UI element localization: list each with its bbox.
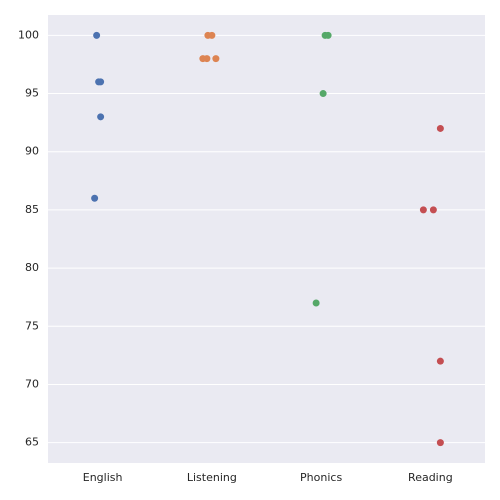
y-tick-label: 100 (18, 28, 39, 41)
point (97, 78, 105, 86)
point (212, 55, 220, 63)
y-tick-label: 90 (25, 145, 39, 158)
point (208, 31, 216, 39)
x-tick-label: Phonics (300, 471, 342, 484)
y-tick-label: 85 (25, 203, 39, 216)
point (436, 124, 444, 132)
y-tick-label: 70 (25, 377, 39, 390)
x-tick-label: Listening (187, 471, 237, 484)
point (97, 113, 105, 121)
point (436, 357, 444, 365)
y-tick-label: 75 (25, 319, 39, 332)
point (203, 55, 211, 63)
point (419, 206, 427, 214)
x-tick-label: Reading (408, 471, 453, 484)
point (324, 31, 332, 39)
y-tick-label: 80 (25, 261, 39, 274)
y-tick-label: 95 (25, 87, 39, 100)
y-tick-label: 65 (25, 436, 39, 449)
plot-area (48, 15, 485, 463)
point (312, 299, 320, 307)
point (93, 31, 101, 39)
point (429, 206, 437, 214)
x-tick-label: English (83, 471, 123, 484)
point (319, 90, 327, 98)
point (436, 439, 444, 447)
point (91, 194, 99, 202)
